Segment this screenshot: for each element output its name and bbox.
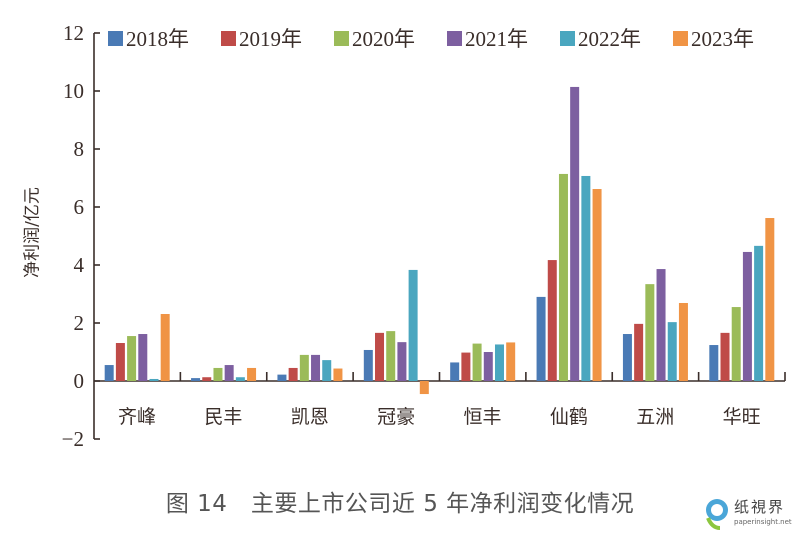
watermark-logo-icon [706, 499, 728, 530]
bar-2018年 [104, 365, 114, 381]
bar-2018年 [536, 296, 546, 381]
category-label: 仙鹤 [549, 406, 588, 428]
y-tick-label: 2 [73, 311, 85, 335]
bar-2019年 [461, 352, 471, 381]
legend-item: 2020年 [334, 26, 415, 51]
bar-2023年 [160, 314, 170, 381]
bar-2019年 [202, 377, 212, 381]
bar-2018年 [709, 345, 719, 381]
bar-2019年 [115, 343, 125, 381]
legend-swatch-icon [447, 30, 462, 46]
category-label: 齐峰 [117, 406, 156, 428]
bar-2018年 [277, 374, 287, 381]
bar-2020年 [386, 331, 396, 381]
bar-2021年 [397, 342, 407, 381]
bar-2022年 [322, 360, 332, 381]
legend-swatch-icon [673, 30, 688, 46]
category-label: 凯恩 [290, 406, 329, 428]
y-tick-label: 12 [63, 21, 84, 45]
bar-2020年 [127, 336, 137, 381]
legend-label: 2020年 [352, 27, 415, 51]
bar-2021年 [742, 251, 752, 381]
bar-2021年 [311, 354, 321, 381]
legend-swatch-icon [560, 30, 575, 46]
legend-label: 2021年 [465, 27, 528, 51]
bar-2018年 [363, 349, 373, 381]
category-label: 恒丰 [463, 406, 502, 428]
legend-label: 2022年 [578, 27, 641, 51]
category-label: 华旺 [722, 406, 761, 428]
y-tick-label: 0 [73, 369, 85, 393]
bar-2021年 [570, 86, 580, 381]
bar-2023年 [247, 367, 257, 381]
y-tick-label: 4 [73, 253, 85, 277]
bar-2022年 [235, 377, 245, 381]
bar-2021年 [483, 352, 493, 381]
y-tick-label: 8 [73, 137, 85, 161]
category-label: 五洲 [636, 406, 675, 428]
bar-2022年 [408, 269, 418, 381]
bar-2022年 [494, 344, 504, 381]
y-tick-label: 10 [63, 79, 84, 103]
bar-2019年 [634, 323, 644, 381]
legend-swatch-icon [221, 30, 236, 46]
bar-2022年 [754, 245, 764, 381]
bar-2019年 [288, 367, 298, 381]
legend-item: 2019年 [221, 26, 302, 51]
bar-2018年 [191, 378, 201, 381]
bar-2022年 [667, 322, 677, 381]
legend-item: 2021年 [447, 26, 528, 51]
bar-2021年 [224, 365, 234, 381]
y-axis-label: 净利润/亿元 [22, 187, 43, 278]
category-label: 冠豪 [377, 406, 416, 428]
bar-2018年 [622, 334, 632, 381]
y-tick-label: −2 [61, 427, 84, 451]
legend-label: 2019年 [239, 27, 302, 51]
bar-2021年 [656, 269, 666, 381]
bar-2018年 [450, 362, 460, 381]
bar-2019年 [375, 332, 385, 381]
legend-label: 2018年 [126, 27, 189, 51]
bar-2020年 [299, 354, 309, 381]
bar-2023年 [419, 381, 429, 395]
legend-label: 2023年 [691, 27, 754, 51]
bar-2019年 [547, 260, 557, 381]
figure-caption: 图 14 主要上市公司近 5 年净利润变化情况 [165, 491, 635, 517]
bar-2019年 [720, 332, 730, 381]
legend-item: 2023年 [673, 26, 754, 51]
bar-2023年 [592, 189, 602, 381]
legend-swatch-icon [108, 30, 123, 46]
bar-2022年 [149, 378, 159, 381]
watermark: 纸視界 paperinsight.net [702, 496, 800, 532]
bar-2023年 [506, 342, 516, 381]
bar-2022年 [581, 175, 591, 381]
watermark-url: paperinsight.net [734, 518, 792, 526]
watermark-text: 纸視界 [734, 498, 786, 516]
bar-2023年 [333, 368, 343, 381]
y-tick-label: 6 [73, 195, 85, 219]
bar-2020年 [213, 367, 223, 381]
bar-2023年 [678, 302, 688, 381]
legend-swatch-icon [334, 30, 349, 46]
bar-2020年 [731, 307, 741, 381]
legend-item: 2022年 [560, 26, 641, 51]
bar-2020年 [472, 343, 482, 381]
bar-2020年 [645, 284, 655, 381]
legend-item: 2018年 [108, 26, 189, 51]
bar-2020年 [558, 173, 568, 381]
bar-2023年 [765, 218, 775, 381]
bar-2021年 [138, 334, 148, 381]
category-label: 民丰 [204, 406, 243, 428]
